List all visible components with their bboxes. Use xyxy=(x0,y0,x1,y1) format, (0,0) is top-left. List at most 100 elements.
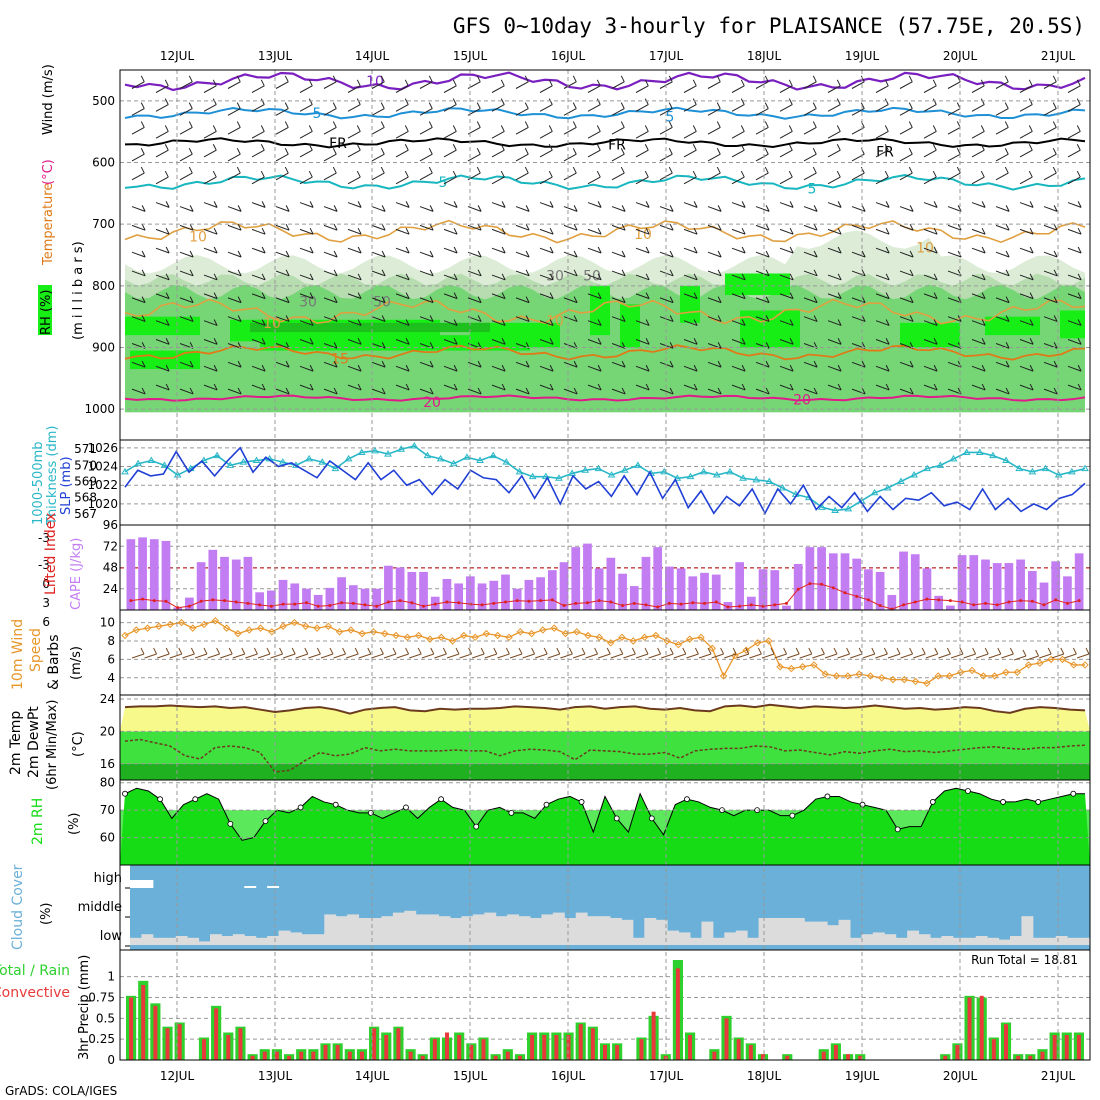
lifted-index-point xyxy=(714,600,718,604)
thickness-point xyxy=(555,474,563,481)
wind-barb xyxy=(755,270,770,277)
wind-barb xyxy=(923,104,937,112)
cape-bar xyxy=(196,562,206,610)
wind-barb xyxy=(635,104,649,112)
wind-barb-flag xyxy=(476,102,481,109)
cape-bar xyxy=(618,573,627,610)
wind-barb-flag xyxy=(1052,166,1057,174)
wind-barb xyxy=(515,270,530,277)
wind-barb xyxy=(755,126,769,135)
precip-convective-bar xyxy=(165,1028,170,1060)
wind-barb-flag xyxy=(716,166,721,174)
wind-barb xyxy=(203,247,218,254)
wind-speed-point xyxy=(640,633,649,642)
wind-barb xyxy=(419,81,433,89)
wind-barb-flag xyxy=(501,292,506,299)
wind-barb xyxy=(323,297,338,304)
wind-barb xyxy=(899,153,913,162)
thickness-point xyxy=(1028,467,1037,475)
wind-barb xyxy=(419,251,434,258)
surface-wind-barb-flag xyxy=(833,647,838,655)
wind-barb-flag xyxy=(932,144,937,151)
wind-barb-flag xyxy=(620,121,625,128)
wind-barb xyxy=(155,228,170,235)
wind-barb xyxy=(539,176,553,185)
wind-barb xyxy=(779,176,793,185)
cape-bar xyxy=(1027,571,1037,610)
lifted-index-tick: -3 xyxy=(38,558,50,572)
wind-barb xyxy=(947,206,962,212)
wind-barb xyxy=(611,297,626,304)
low-cloud-bar xyxy=(1044,937,1057,945)
wind-barb xyxy=(275,81,289,89)
temp-unit-label: (°C) xyxy=(71,731,86,757)
surface-wind-barb xyxy=(913,653,926,659)
low-cloud-bar xyxy=(427,914,440,945)
wind-barb xyxy=(899,297,914,304)
wind-barb xyxy=(347,247,362,254)
lifted-index-point xyxy=(234,600,238,604)
wind-barb xyxy=(251,130,265,139)
cloud-level-label: middle xyxy=(78,900,122,915)
wind-barb-flag xyxy=(404,98,409,105)
lifted-index-point xyxy=(152,599,156,603)
lifted-index-point xyxy=(433,602,437,606)
wind-speed-point xyxy=(256,624,265,632)
wind-barb xyxy=(419,224,434,231)
wind-barb-flag xyxy=(717,387,722,395)
wind-barb-flag xyxy=(1052,102,1057,109)
wind-speed-point xyxy=(335,628,344,636)
wind-barb-flag xyxy=(549,364,554,372)
wind-barb-flag xyxy=(812,121,817,128)
wind-barb-flag xyxy=(861,315,866,322)
low-cloud-bar xyxy=(667,930,680,945)
wind-barb-flag xyxy=(404,170,409,178)
surface-wind-barb xyxy=(333,653,346,659)
wind-barb-flag xyxy=(645,338,650,345)
wind-barb xyxy=(587,293,602,300)
precip-convective-bar xyxy=(603,1045,607,1060)
surface-wind-barb-flag xyxy=(921,647,926,655)
wind-barb xyxy=(755,206,770,212)
wind-barb xyxy=(515,297,530,304)
cape-bar xyxy=(524,579,534,610)
surface-wind-barb-flag xyxy=(619,647,624,655)
wind-barb-flag xyxy=(668,121,673,128)
wind-barb xyxy=(611,172,625,181)
wind-barb-flag xyxy=(213,364,218,372)
wind-barb-flag xyxy=(981,273,986,281)
low-cloud-bar xyxy=(758,918,771,945)
wind-barb-flag xyxy=(332,166,337,174)
wind-speed-point xyxy=(573,628,581,636)
wind-barb-flag xyxy=(837,292,842,299)
wind-barb xyxy=(443,130,457,139)
wind-barb-flag xyxy=(213,338,218,345)
wind-barb-flag xyxy=(500,98,505,105)
precip-convective-bar xyxy=(1064,1035,1069,1060)
wind-barb xyxy=(1043,316,1058,322)
precip-convective-bar xyxy=(384,1035,389,1060)
wind-barb xyxy=(395,365,410,372)
surface-wind-barb xyxy=(774,653,787,659)
wind-barb xyxy=(731,320,746,326)
wind-barb xyxy=(779,85,793,93)
wind10-axis-label-3: & Barbs xyxy=(46,635,62,691)
lifted-index-point xyxy=(480,603,484,607)
low-cloud-bar xyxy=(678,932,691,945)
rh2m-point xyxy=(297,804,304,811)
wind-barb xyxy=(1043,206,1058,212)
date-label-bottom: 12JUL xyxy=(160,1069,195,1083)
lifted-index-point xyxy=(363,603,367,607)
wind-speed-point xyxy=(460,631,468,640)
high-cloud-bar xyxy=(141,880,154,888)
wind-barb-flag xyxy=(1053,360,1058,368)
date-label-top: 15JUL xyxy=(453,49,488,63)
wind-barb-flag xyxy=(525,387,530,395)
wind-barb-flag xyxy=(212,144,217,151)
lifted-index-point xyxy=(398,599,402,603)
wind-barb-flag xyxy=(692,170,697,178)
low-cloud-bar xyxy=(998,939,1011,945)
wind-speed-point xyxy=(889,675,897,684)
wind-barb-flag xyxy=(885,227,890,235)
